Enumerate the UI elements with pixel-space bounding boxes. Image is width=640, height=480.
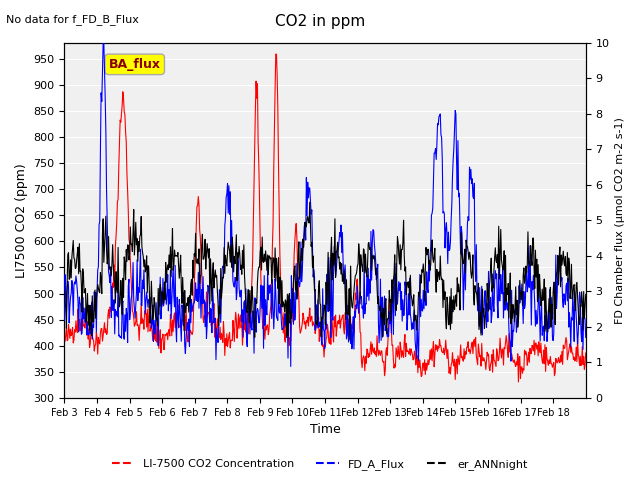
Text: BA_flux: BA_flux [109, 58, 161, 71]
X-axis label: Time: Time [310, 423, 340, 436]
Legend: LI-7500 CO2 Concentration, FD_A_Flux, er_ANNnight: LI-7500 CO2 Concentration, FD_A_Flux, er… [108, 455, 532, 474]
Text: No data for f_FD_B_Flux: No data for f_FD_B_Flux [6, 14, 140, 25]
Text: CO2 in ppm: CO2 in ppm [275, 14, 365, 29]
Y-axis label: FD Chamber flux (μmol CO2 m-2 s-1): FD Chamber flux (μmol CO2 m-2 s-1) [615, 117, 625, 324]
Y-axis label: LI7500 CO2 (ppm): LI7500 CO2 (ppm) [15, 163, 28, 278]
